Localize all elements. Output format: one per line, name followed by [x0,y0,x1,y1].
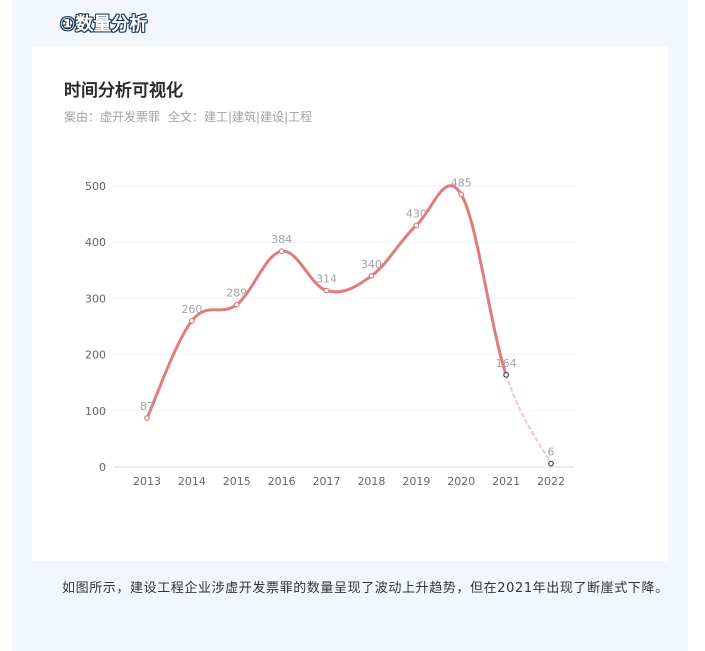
data-point [413,222,420,229]
line-chart: 0 100 200 300 400 500 2013 2014 2015 2016 2017 2018… [85,176,574,488]
x-tick-label: 2018 [357,475,385,488]
x-tick-label: 2021 [492,475,520,488]
data-label: 485 [451,176,472,189]
data-label: 260 [181,303,202,316]
y-tick-label: 300 [85,292,106,305]
data-label: 87 [140,400,154,413]
data-point [503,371,510,378]
data-label: 384 [271,233,292,246]
caption-paragraph: 如图所示，建设工程企业涉虚开发票罪的数量呈现了波动上升趋势，但在2021年出现了… [62,581,669,596]
data-point [368,273,375,279]
y-tick-label: 200 [85,349,106,362]
x-tick-label: 2013 [133,475,161,488]
x-tick-label: 2015 [223,475,251,488]
data-label: 164 [496,357,517,370]
subtitle-case: 案由：虚开发票罪 [64,110,161,124]
y-tick-label: 0 [99,461,106,474]
x-tick-label: 2014 [178,475,206,488]
x-tick-label: 2019 [402,475,430,488]
data-point [233,301,240,308]
x-tick-label: 2022 [537,475,565,488]
series-line-projected [504,373,553,465]
subtitle-fulltext: 全文：建工|建筑|建设|工程 [168,110,313,124]
data-point [548,460,554,467]
data-point [458,191,465,198]
data-label: 430 [406,207,427,220]
x-tick-label: 2016 [268,475,296,488]
data-label: 314 [316,273,337,286]
section-heading: ①数量分析 [60,14,148,35]
data-point [278,248,285,255]
y-tick-label: 100 [85,405,106,418]
data-point [144,415,150,422]
data-label: 289 [226,287,247,300]
data-point [323,287,330,294]
y-tick-label: 500 [85,180,106,193]
chart-subtitle: 案由：虚开发票罪 全文：建工|建筑|建设|工程 [64,108,320,125]
chart-title: 时间分析可视化 [64,81,183,101]
y-tick-label: 400 [85,236,106,249]
data-label: 340 [361,258,382,271]
data-label: 6 [548,446,555,459]
data-point [188,317,195,324]
x-tick-label: 2020 [447,475,475,488]
x-tick-label: 2017 [313,475,341,488]
chart-card: 时间分析可视化 案由：虚开发票罪 全文：建工|建筑|建设|工程 0 100 200 30… [32,46,668,561]
